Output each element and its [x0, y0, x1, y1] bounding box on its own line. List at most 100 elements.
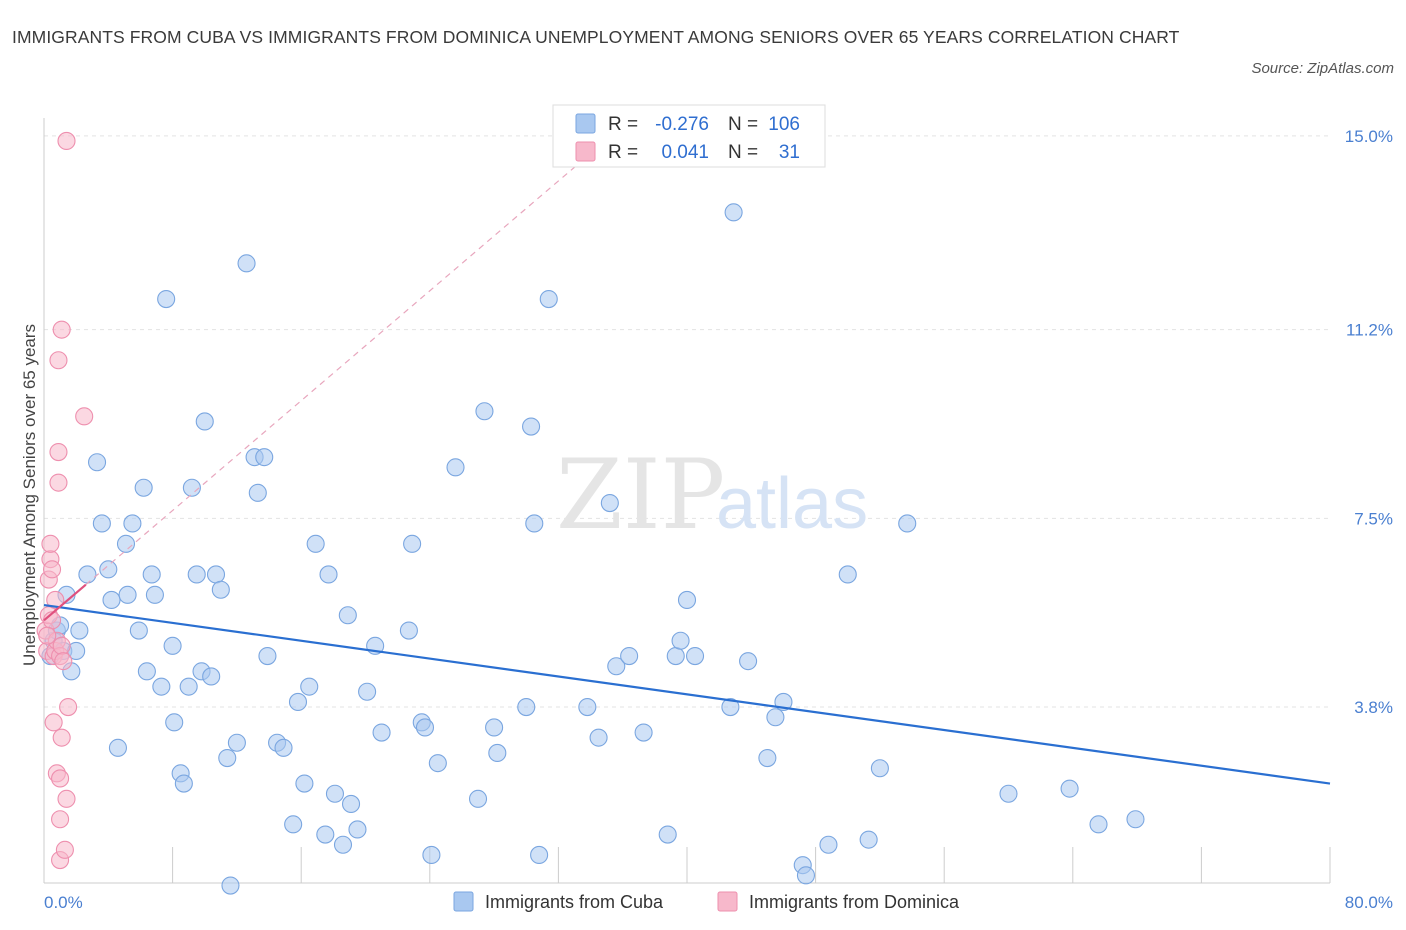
cuba-point — [658, 825, 677, 844]
cuba-point — [999, 784, 1018, 803]
bottom-legend-swatch-cuba — [453, 891, 474, 912]
legend-n-label-dominica: N = — [728, 142, 758, 163]
cuba-point — [539, 289, 558, 309]
legend-r-label-dominica: R = — [608, 142, 638, 163]
cuba-point — [319, 565, 338, 584]
y-tick-labels: 3.8% 7.5% 11.2% 15.0% — [1345, 127, 1393, 717]
cuba-point — [92, 514, 111, 533]
legend-n-value-cuba: 106 — [768, 114, 800, 135]
cuba-point — [870, 759, 889, 778]
dominica-point — [54, 652, 73, 671]
cuba-point — [422, 845, 441, 865]
dominica-point — [52, 636, 71, 655]
cuba-point — [70, 621, 89, 640]
dominica-point — [52, 728, 71, 747]
cuba-point — [348, 820, 367, 839]
dominica-points — [36, 131, 94, 870]
cuba-point — [468, 789, 488, 808]
cuba-point — [179, 677, 198, 696]
cuba-point — [255, 448, 274, 467]
cuba-point — [211, 580, 230, 599]
cuba-point — [671, 631, 690, 650]
cuba-point — [607, 657, 626, 676]
cuba-point — [525, 514, 544, 533]
legend-n-value-dominica: 31 — [779, 142, 800, 163]
dominica-point — [38, 626, 57, 645]
dominica-point — [49, 442, 68, 462]
cuba-point — [129, 621, 148, 640]
cuba-point — [221, 876, 240, 895]
cuba-point — [306, 534, 325, 553]
cuba-point — [739, 652, 758, 671]
legend-r-value-dominica: 0.041 — [661, 142, 709, 163]
watermark-zip: ZIP — [556, 439, 725, 551]
dominica-point — [75, 407, 94, 426]
x-ticks — [172, 847, 1331, 883]
cuba-point — [517, 697, 536, 717]
cuba-point — [187, 565, 206, 584]
cuba-point — [333, 835, 353, 854]
cuba-point — [1060, 779, 1079, 798]
cuba-point — [195, 412, 214, 431]
dominica-trendline-extended — [85, 155, 588, 586]
dominica-point — [52, 320, 71, 339]
cuba-point — [724, 203, 743, 222]
cuba-point — [1089, 815, 1108, 834]
cuba-point — [118, 585, 137, 604]
cuba-point — [237, 254, 256, 273]
cuba-point — [218, 748, 237, 768]
cuba-point — [134, 478, 153, 497]
dominica-point — [57, 789, 76, 808]
dominica-point — [49, 473, 68, 492]
cuba-point — [165, 713, 184, 732]
cuba-point — [578, 697, 597, 717]
cuba-point — [341, 794, 361, 814]
cuba-point — [819, 835, 838, 854]
cuba-point — [488, 743, 507, 763]
cuba-point — [142, 565, 161, 584]
cuba-point — [202, 667, 221, 686]
dominica-point — [51, 810, 70, 829]
cuba-point — [358, 682, 377, 701]
x-tick-label-max: 80.0% — [1345, 893, 1393, 912]
cuba-point — [227, 733, 246, 752]
y-tick-label: 15.0% — [1345, 127, 1393, 146]
cuba-point — [284, 815, 303, 834]
cuba-point — [721, 697, 740, 717]
legend-r-label-cuba: R = — [608, 114, 638, 135]
cuba-point — [634, 723, 653, 742]
dominica-point — [46, 590, 65, 610]
cuba-point — [163, 636, 182, 655]
cuba-point — [248, 483, 267, 502]
cuba-point — [685, 646, 705, 666]
dominica-point — [55, 840, 74, 859]
cuba-point — [157, 289, 176, 309]
cuba-point — [316, 825, 335, 844]
dominica-point — [59, 697, 78, 717]
dominica-point — [44, 713, 63, 732]
y-tick-label: 3.8% — [1354, 698, 1393, 717]
cuba-point — [446, 458, 465, 477]
cuba-point — [116, 534, 136, 553]
legend-swatch-dominica — [575, 141, 596, 162]
trendlines — [43, 155, 1331, 785]
x-tick-label-min: 0.0% — [44, 893, 83, 912]
watermark-atlas: atlas — [716, 464, 868, 544]
dominica-trendline — [43, 583, 87, 622]
cuba-point — [137, 662, 156, 681]
cuba-trendline — [43, 603, 1331, 785]
cuba-point — [475, 402, 494, 421]
cuba-point — [108, 738, 127, 757]
cuba-point — [174, 774, 193, 793]
cuba-point — [145, 585, 164, 604]
cuba-point — [898, 514, 917, 533]
bottom-legend-label-cuba: Immigrants from Cuba — [485, 892, 664, 912]
legend-box — [552, 104, 826, 168]
cuba-point — [274, 738, 293, 757]
cuba-point — [399, 621, 418, 640]
cuba-point — [288, 692, 308, 712]
cuba-point — [87, 453, 107, 472]
cuba-point — [620, 646, 639, 666]
y-tick-label: 7.5% — [1354, 509, 1393, 528]
